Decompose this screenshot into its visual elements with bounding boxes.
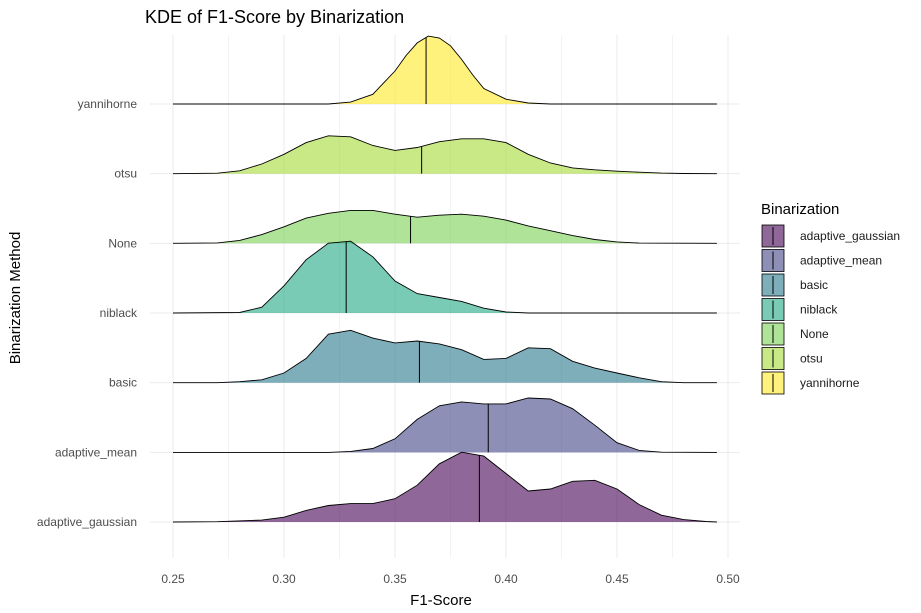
y-tick-label: adaptive_gaussian	[37, 515, 137, 529]
legend-item-None: None	[761, 322, 829, 346]
ridge-outline	[173, 35, 717, 105]
legend-label: niblack	[800, 303, 838, 317]
ridge-fill	[173, 36, 717, 104]
x-tick-label: 0.30	[272, 572, 296, 586]
y-tick-label: adaptive_mean	[55, 445, 137, 459]
ridge-outline	[172, 240, 717, 314]
ridge-outline	[173, 397, 717, 453]
legend-label: adaptive_gaussian	[800, 229, 900, 243]
ridge-outline	[173, 329, 717, 384]
y-tick-label: otsu	[114, 167, 137, 181]
ridge-fill	[173, 452, 717, 522]
x-tick-label: 0.40	[494, 572, 518, 586]
ridge-outline	[172, 209, 717, 244]
legend-label: yannihorne	[800, 376, 860, 390]
x-tick-label: 0.25	[161, 572, 185, 586]
y-tick-label: yannihorne	[78, 97, 138, 111]
x-tick-labels: 0.25 0.30 0.35 0.40 0.45 0.50	[161, 572, 740, 586]
legend-item-adaptive_gaussian: adaptive_gaussian	[761, 224, 900, 248]
legend-item-basic: basic	[761, 273, 828, 297]
y-tick-label: basic	[109, 376, 137, 390]
ridge-niblack	[172, 240, 717, 314]
legend-label: basic	[800, 278, 828, 292]
legend-item-yannihorne: yannihorne	[761, 371, 860, 395]
ridge-adaptive_gaussian	[172, 451, 717, 523]
x-tick-label: 0.50	[716, 572, 740, 586]
ridge-yannihorne	[173, 35, 717, 105]
ridge-otsu	[172, 135, 717, 175]
legend-label: otsu	[800, 352, 823, 366]
x-tick-label: 0.45	[605, 572, 629, 586]
ridge-None	[172, 209, 717, 244]
legend-item-otsu: otsu	[761, 347, 823, 370]
legend-item-niblack: niblack	[761, 298, 838, 321]
ridge-fill	[173, 398, 717, 453]
y-tick-label: niblack	[100, 306, 138, 320]
x-tick-label: 0.35	[383, 572, 407, 586]
legend-label: None	[800, 327, 829, 341]
ridge-fill	[173, 241, 717, 313]
ridge-basic	[173, 329, 717, 384]
legend-item-adaptive_mean: adaptive_mean	[761, 249, 882, 272]
ridge-outline	[172, 451, 717, 523]
legend-label: adaptive_mean	[800, 254, 882, 268]
ridge-fill	[173, 135, 717, 174]
ridge-fill	[173, 210, 717, 244]
x-axis-title: F1-Score	[410, 592, 472, 609]
ridge-fill	[173, 330, 717, 383]
y-tick-label: None	[108, 236, 137, 250]
chart-title: KDE of F1-Score by Binarization	[145, 7, 404, 27]
ridge-outline	[172, 135, 717, 175]
y-tick-labels: yannihorne otsu None niblack basic adaptive_m…	[37, 97, 138, 529]
ridges	[172, 35, 717, 523]
legend-title: Binarization	[761, 201, 839, 218]
y-axis-title: Binarization Method	[7, 232, 24, 365]
ridge-adaptive_mean	[173, 397, 717, 453]
